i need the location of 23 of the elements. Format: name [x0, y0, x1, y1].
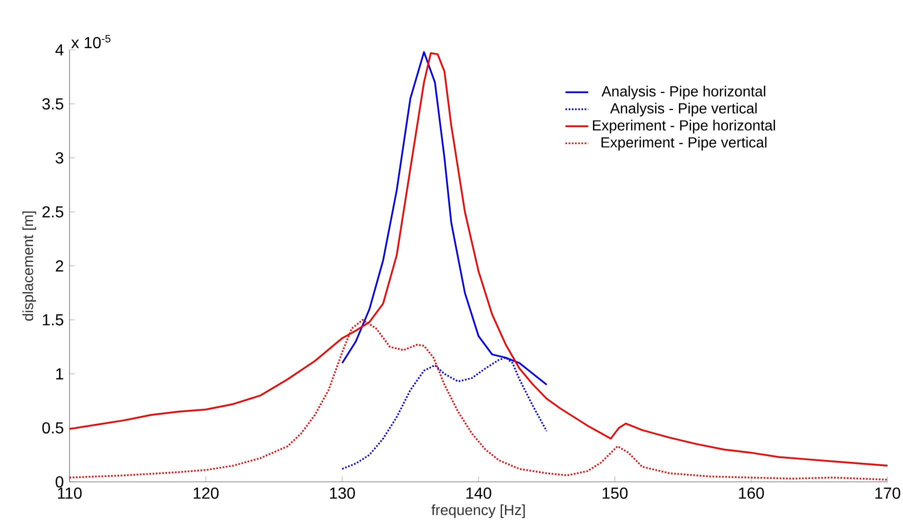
y-tick-label: 1.5: [42, 314, 64, 326]
legend-label: Analysis - Pipe horizontal: [602, 86, 766, 100]
y-tick-label: 4: [55, 44, 64, 56]
text: x 10$^{-5}$: [71, 34, 110, 48]
x-tick-label: 150: [602, 487, 628, 499]
x-tick-label: 110: [58, 487, 82, 499]
y-tick-label: 3: [56, 152, 64, 164]
legend-label: Experiment - Pipe vertical: [602, 136, 766, 150]
y-axis-title: displacement [m]: [22, 212, 36, 321]
x-tick-label: 170: [875, 487, 900, 499]
y-tick-label: 0.5: [42, 422, 64, 434]
x-tick-label: 120: [194, 487, 219, 499]
x-axis-title: frequency [Hz]: [431, 504, 525, 518]
legend-label: Analysis - Pipe vertical: [610, 102, 757, 116]
x-tick-label: 160: [739, 487, 764, 499]
legend-label: Experiment - Pipe horizontal: [592, 120, 775, 134]
y-tick-label: 0: [56, 476, 64, 488]
y-tick-label: 1: [56, 368, 64, 380]
x-tick-label: 130: [330, 487, 355, 499]
y-tick-label: 2: [56, 260, 64, 272]
y-tick-label: 2.5: [42, 206, 64, 218]
y-tick-label: 3.5: [42, 98, 64, 110]
x-tick-label: 140: [466, 487, 492, 499]
